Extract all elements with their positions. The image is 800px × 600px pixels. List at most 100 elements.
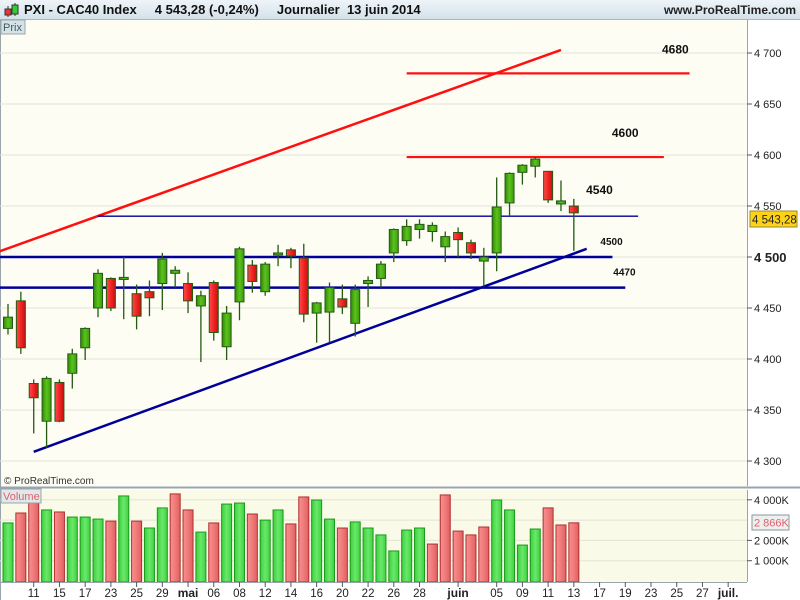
price-tick-label: 4 300 — [754, 456, 782, 468]
volume-bar-down — [465, 534, 477, 582]
volume-bar-down — [478, 526, 490, 582]
last-price-tag: 4 543,28 — [749, 210, 798, 228]
volume-bar-up — [66, 516, 78, 582]
candle-up — [170, 269, 181, 274]
candle-up — [118, 276, 129, 280]
price-tick-label: 4 350 — [754, 405, 782, 417]
candle-up — [555, 200, 566, 205]
candle-down — [208, 282, 219, 333]
volume-bar-down — [336, 527, 348, 582]
time-tick-label: 22 — [362, 588, 375, 600]
last-volume-tag: 2 866K — [751, 514, 790, 531]
time-tick-label: 23 — [104, 588, 117, 600]
volume-bar-up — [143, 527, 155, 582]
volume-bar-up — [375, 534, 387, 582]
time-tick-label: 08 — [233, 588, 246, 600]
candle-up — [324, 287, 335, 313]
time-tick-label: 17 — [79, 588, 92, 600]
price-tick-label: 4 700 — [754, 48, 782, 60]
volume-bar-down — [15, 512, 27, 582]
time-tick-label: 14 — [285, 588, 298, 600]
volume-bar-up — [272, 509, 284, 582]
candle-up — [273, 252, 284, 256]
volume-bar-down — [105, 520, 117, 582]
candle-down — [298, 257, 309, 315]
volume-label-box: Volume — [0, 488, 42, 504]
volume-bar-up — [156, 507, 168, 582]
candle-up — [234, 248, 245, 303]
prix-label: Prix — [3, 22, 22, 34]
time-tick-label: 16 — [310, 588, 323, 600]
instrument-title: PXI - CAC40 Index 4 543,28 (-0,24%) Jour… — [24, 2, 421, 17]
volume-bar-up — [414, 527, 426, 582]
candle-down — [453, 232, 464, 241]
time-tick-label: 12 — [259, 588, 272, 600]
candle-up — [221, 312, 232, 348]
volume-bar-down — [53, 511, 65, 582]
time-tick-label: 05 — [490, 588, 503, 600]
volume-bar-up — [401, 529, 413, 582]
volume-bar-down — [246, 513, 258, 582]
site-link[interactable]: www.ProRealTime.com — [663, 3, 796, 17]
time-tick-label: 23 — [645, 588, 658, 600]
volume-bar-down — [568, 522, 580, 582]
candle-up — [350, 289, 361, 324]
candle-down — [28, 382, 39, 399]
price-tick-label: 4 650 — [754, 99, 782, 111]
candle-down — [15, 300, 26, 349]
last-volume-value: 2 866K — [754, 518, 790, 530]
volume-bar-down — [169, 493, 181, 582]
volume-bar-down — [131, 520, 143, 582]
volume-bar-up — [221, 503, 233, 582]
time-tick-label: juin — [446, 586, 468, 600]
time-tick-label: 15 — [53, 588, 66, 600]
last-price-value: 4 543,28 — [752, 215, 797, 227]
price-tick-label: 4 400 — [754, 354, 782, 366]
resistance-trendline — [0, 48, 562, 253]
time-tick-label: 11 — [542, 588, 554, 600]
time-tick-label: 29 — [156, 588, 169, 600]
candle-down — [568, 205, 579, 214]
candle-up — [388, 228, 399, 254]
chart-header: PXI - CAC40 Index 4 543,28 (-0,24%) Jour… — [0, 0, 800, 20]
price-tick-label: 4 500 — [754, 250, 787, 265]
prix-label-box: Prix — [0, 19, 26, 35]
candle-down — [247, 264, 258, 282]
volume-bar-up — [324, 518, 335, 582]
time-tick-label: 06 — [207, 588, 220, 600]
candle-down — [285, 249, 296, 257]
candle-up — [401, 225, 412, 242]
candle-down — [54, 381, 65, 422]
time-tick-label: 09 — [516, 588, 529, 600]
candle-up — [67, 353, 78, 374]
candle-down — [543, 170, 554, 201]
candle-up — [478, 256, 489, 262]
time-tick-label: 28 — [413, 588, 426, 600]
time-tick-label: 27 — [696, 588, 709, 600]
support-trendline — [33, 247, 588, 453]
candle-down — [144, 291, 155, 299]
volume-bar-down — [555, 524, 567, 582]
time-tick-label: juil. — [717, 586, 739, 600]
volume-bar-up — [195, 531, 207, 582]
time-tick-label: 25 — [670, 588, 683, 600]
volume-bar-up — [311, 499, 323, 582]
time-tick-label: 26 — [387, 588, 400, 600]
candle-down — [105, 277, 116, 309]
volume-label: Volume — [3, 491, 40, 503]
volume-bar-down — [298, 496, 310, 582]
volume-bar-up — [79, 516, 91, 582]
price-tick-label: 4 600 — [754, 150, 782, 162]
volume-bar-up — [529, 528, 541, 582]
volume-bar-down — [452, 530, 464, 582]
level-label: 4470 — [613, 268, 636, 279]
volume-bar-down — [28, 502, 40, 582]
time-tick-label: 13 — [567, 588, 580, 600]
level-label: 4600 — [612, 126, 639, 140]
time-tick-label: 25 — [130, 588, 143, 600]
time-tick-label: 20 — [336, 588, 349, 600]
volume-bar-up — [388, 550, 400, 582]
volume-bar-down — [208, 522, 220, 582]
time-tick-label: 11 — [28, 588, 40, 600]
